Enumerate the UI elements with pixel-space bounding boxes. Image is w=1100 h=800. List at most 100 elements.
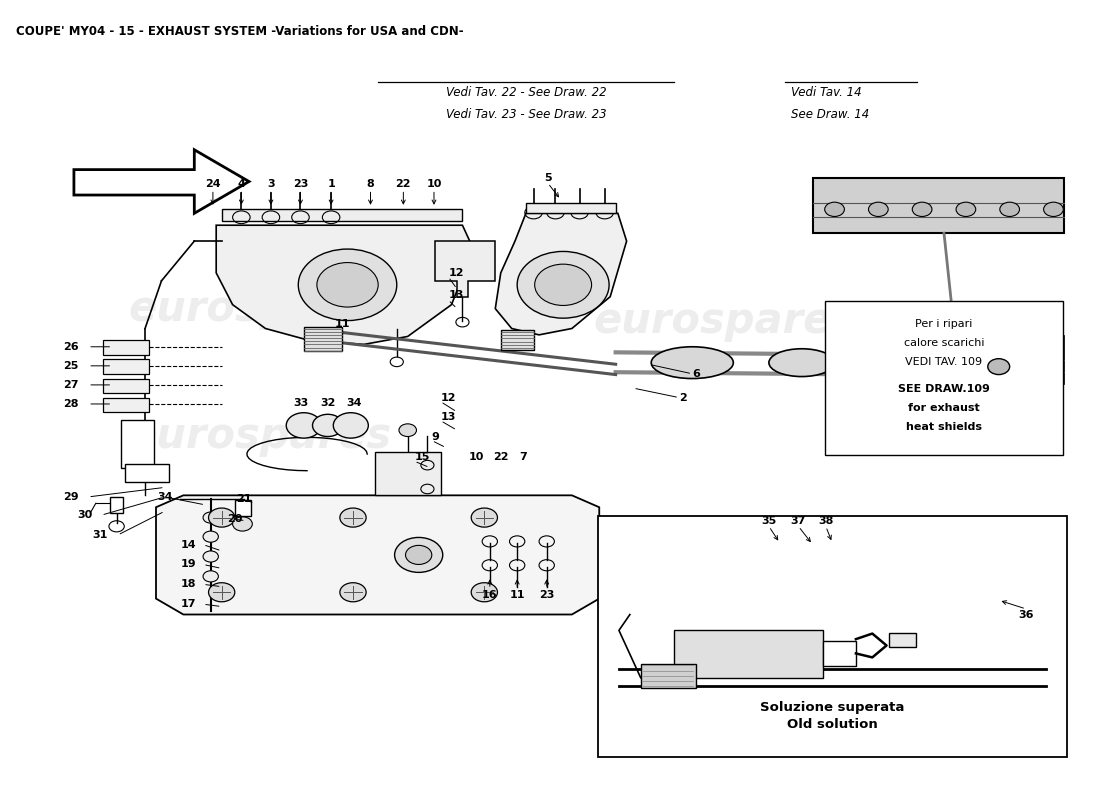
Text: eurospares: eurospares (129, 414, 392, 457)
Text: Old solution: Old solution (786, 718, 878, 731)
Text: 31: 31 (92, 530, 108, 540)
Circle shape (395, 538, 442, 572)
Circle shape (1000, 202, 1020, 217)
Circle shape (298, 249, 397, 321)
Text: 7: 7 (519, 452, 527, 462)
Text: See Draw. 14: See Draw. 14 (791, 109, 869, 122)
Text: 2: 2 (679, 393, 686, 402)
Circle shape (912, 202, 932, 217)
Bar (966, 337, 1065, 384)
Bar (673, 630, 823, 678)
Circle shape (956, 202, 976, 217)
Bar (641, 664, 695, 687)
Bar (234, 500, 251, 516)
Text: 15: 15 (415, 452, 430, 462)
Text: Vedi Tav. 14: Vedi Tav. 14 (791, 86, 861, 99)
FancyBboxPatch shape (825, 302, 1064, 455)
Circle shape (1044, 202, 1064, 217)
Text: VEDI TAV. 109: VEDI TAV. 109 (905, 357, 982, 367)
Text: 6: 6 (692, 369, 701, 378)
Circle shape (232, 517, 252, 531)
Text: 28: 28 (63, 399, 78, 409)
Text: 27: 27 (63, 380, 78, 390)
Text: eurospares: eurospares (129, 288, 392, 330)
Text: 16: 16 (482, 590, 497, 600)
Bar (375, 452, 441, 495)
Circle shape (471, 582, 497, 602)
FancyBboxPatch shape (598, 516, 1067, 757)
Circle shape (312, 414, 343, 437)
Text: 13: 13 (441, 412, 455, 422)
Circle shape (340, 582, 366, 602)
Text: 10: 10 (427, 179, 442, 189)
Text: heat shields: heat shields (906, 422, 982, 432)
Text: 38: 38 (818, 516, 834, 526)
Text: 34: 34 (157, 492, 173, 502)
Text: eurospares: eurospares (594, 299, 857, 342)
Text: 29: 29 (63, 492, 78, 502)
Bar (110, 497, 123, 513)
Text: 30: 30 (77, 510, 92, 520)
Text: 34: 34 (346, 398, 362, 408)
Bar (103, 359, 150, 374)
Text: 36: 36 (1019, 610, 1034, 619)
Bar (304, 327, 342, 350)
Text: 12: 12 (441, 393, 456, 402)
Text: 24: 24 (205, 179, 221, 189)
Bar (823, 641, 856, 666)
Circle shape (209, 582, 234, 602)
Text: eurospares: eurospares (716, 636, 909, 665)
Polygon shape (495, 214, 627, 335)
Polygon shape (156, 495, 600, 614)
Text: Soluzione superata: Soluzione superata (760, 701, 904, 714)
Circle shape (340, 508, 366, 527)
Ellipse shape (769, 349, 835, 377)
Text: 26: 26 (63, 342, 78, 352)
Text: 23: 23 (539, 590, 554, 600)
Text: 22: 22 (493, 452, 508, 462)
Ellipse shape (903, 350, 964, 374)
Bar (121, 420, 154, 467)
Text: SEE DRAW.109: SEE DRAW.109 (898, 384, 990, 394)
Text: 1: 1 (327, 179, 336, 189)
Circle shape (333, 413, 369, 438)
Circle shape (317, 262, 378, 307)
Circle shape (869, 202, 888, 217)
Text: 11: 11 (334, 318, 350, 329)
Text: 4: 4 (238, 179, 245, 189)
Bar (889, 633, 916, 647)
Text: COUPE' MY04 - 15 - EXHAUST SYSTEM -Variations for USA and CDN-: COUPE' MY04 - 15 - EXHAUST SYSTEM -Varia… (15, 25, 463, 38)
Text: 18: 18 (182, 579, 197, 590)
Text: 35: 35 (761, 516, 777, 526)
Circle shape (204, 551, 219, 562)
Text: 17: 17 (182, 599, 197, 609)
Text: 3: 3 (267, 179, 275, 189)
Circle shape (988, 358, 1010, 374)
Text: 20: 20 (227, 514, 242, 524)
Text: calore scarichi: calore scarichi (904, 338, 984, 348)
Text: 9: 9 (432, 431, 440, 442)
Circle shape (517, 251, 609, 318)
Text: for exhaust: for exhaust (909, 403, 980, 413)
Polygon shape (526, 203, 616, 214)
Text: 8: 8 (366, 179, 374, 189)
Text: 22: 22 (396, 179, 411, 189)
Text: Per i ripari: Per i ripari (915, 319, 972, 329)
Circle shape (535, 264, 592, 306)
Circle shape (204, 531, 219, 542)
Text: 10: 10 (469, 452, 484, 462)
Polygon shape (74, 150, 249, 214)
Circle shape (204, 571, 219, 582)
Text: 12: 12 (448, 268, 464, 278)
Text: 13: 13 (448, 290, 463, 300)
Text: 19: 19 (182, 559, 197, 570)
Circle shape (406, 546, 432, 565)
Ellipse shape (651, 346, 734, 378)
Text: Vedi Tav. 22 - See Draw. 22: Vedi Tav. 22 - See Draw. 22 (446, 86, 606, 99)
Polygon shape (222, 210, 462, 222)
Polygon shape (436, 241, 495, 297)
Circle shape (209, 508, 234, 527)
Bar (500, 330, 534, 350)
Circle shape (471, 508, 497, 527)
Bar (813, 178, 1065, 233)
